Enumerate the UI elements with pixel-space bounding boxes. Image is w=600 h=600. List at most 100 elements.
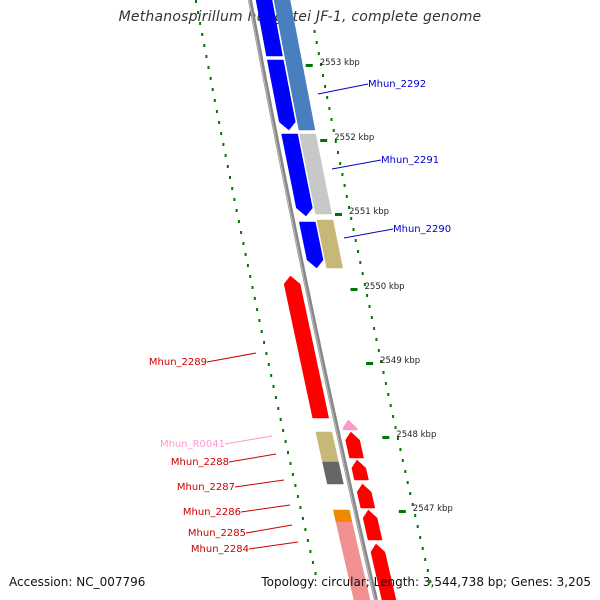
cog-feature-mhun-2285[interactable] xyxy=(335,521,359,551)
gene-label-mhun-2290[interactable]: Mhun_2290 xyxy=(393,224,451,235)
scale-dot xyxy=(337,151,339,154)
scale-dot xyxy=(211,88,214,91)
scale-dot xyxy=(396,437,399,440)
scale-dot xyxy=(253,297,256,300)
cds-feature-mhun-2286[interactable] xyxy=(356,483,376,509)
cog-feature-mhun-2288[interactable] xyxy=(315,431,339,463)
scale-dot xyxy=(256,308,259,311)
scale-dot xyxy=(392,415,395,418)
outer-dot-track-right xyxy=(313,30,432,583)
cog-feature-mhun-2287[interactable] xyxy=(322,461,344,485)
scale-dot xyxy=(240,231,243,234)
scale-tick xyxy=(320,139,328,142)
tick-label: 2550 kbp xyxy=(365,282,405,292)
scale-dot xyxy=(341,173,344,176)
scale-dot xyxy=(345,195,348,198)
scale-dot xyxy=(313,30,316,33)
cds-feature-mhun-2284[interactable] xyxy=(370,543,397,600)
outer-dot-track-left xyxy=(195,0,317,575)
scale-dot xyxy=(409,492,412,495)
cds-feature-mhun-2289[interactable] xyxy=(283,275,330,419)
scale-dot xyxy=(242,242,245,245)
scale-dot xyxy=(319,63,322,66)
scale-dot xyxy=(389,404,392,407)
scale-dot xyxy=(296,495,299,498)
scale-dot xyxy=(411,503,414,506)
scale-dot xyxy=(224,154,227,157)
scale-dot xyxy=(368,305,371,308)
gene-label-mhun-2287[interactable]: Mhun_2287 xyxy=(177,482,235,493)
leader-mhun-2287 xyxy=(234,479,285,488)
cog-feature-mhun-2290[interactable] xyxy=(316,219,344,269)
gene-label-mhun-2286[interactable]: Mhun_2286 xyxy=(183,507,241,518)
scale-dot xyxy=(328,107,331,110)
feature-track xyxy=(255,0,371,600)
cds-feature-mhun-2287[interactable] xyxy=(351,459,369,481)
scale-dot xyxy=(363,283,366,286)
scale-dot xyxy=(350,217,353,220)
tick-track: 2553 kbp 2552 kbp 2551 kbp 2550 kbp 2549 kbp… xyxy=(305,58,453,514)
cog-feature-mhun-2292[interactable] xyxy=(273,0,316,131)
gene-label-mhun-r0041[interactable]: Mhun_R0041 xyxy=(160,439,225,450)
label-leaders xyxy=(206,83,394,550)
scale-tick xyxy=(382,436,390,439)
scale-dot xyxy=(375,338,378,341)
scale-dot xyxy=(348,206,350,209)
scale-dot xyxy=(399,448,402,451)
scale-tick xyxy=(305,64,313,67)
gene-label-mhun-2292[interactable]: Mhun_2292 xyxy=(368,79,426,90)
scale-dot xyxy=(317,52,320,55)
cog-feature-mhun-2284[interactable] xyxy=(342,549,371,600)
scale-dot xyxy=(404,470,407,473)
scale-dot xyxy=(233,198,236,201)
scale-dot xyxy=(421,547,424,550)
gene-label-mhun-2285[interactable]: Mhun_2285 xyxy=(188,528,246,539)
cds-feature-mhun-2288[interactable] xyxy=(345,431,364,459)
tick-label: 2548 kbp xyxy=(396,430,436,440)
scale-dot xyxy=(370,316,373,319)
cds-feature-mhun-2292[interactable] xyxy=(266,59,296,131)
scale-dot xyxy=(377,349,380,352)
scale-dot xyxy=(235,209,238,212)
scale-dot xyxy=(382,371,385,374)
scale-dot xyxy=(249,275,252,278)
scale-dot xyxy=(339,162,342,165)
scale-dot xyxy=(330,118,333,121)
cds-feature-mhun-2292[interactable] xyxy=(255,0,283,57)
gene-label-mhun-2288[interactable]: Mhun_2288 xyxy=(171,457,229,468)
tick-label: 2551 kbp xyxy=(349,207,389,217)
leader-mhun-2292 xyxy=(317,83,369,95)
scale-dot xyxy=(244,253,247,256)
scale-dot xyxy=(387,393,390,396)
gene-label-mhun-2284[interactable]: Mhun_2284 xyxy=(191,544,249,555)
cds-feature-mhun-2290[interactable] xyxy=(298,221,324,269)
cds-feature-mhun-2285[interactable] xyxy=(362,509,383,541)
leader-mhun-2290 xyxy=(343,228,394,239)
cog-feature-mhun-2286[interactable] xyxy=(332,509,353,523)
scale-dot xyxy=(291,473,294,476)
gene-label-mhun-2291[interactable]: Mhun_2291 xyxy=(381,155,439,166)
scale-dot xyxy=(282,429,285,432)
scale-dot xyxy=(209,77,212,80)
scale-dot xyxy=(251,286,254,289)
scale-dot xyxy=(361,272,364,275)
scale-dot xyxy=(279,418,282,421)
gene-labels: Mhun_2292 Mhun_2291 Mhun_2290 Mhun_2289 Mhun… xyxy=(149,79,451,555)
scale-dot xyxy=(289,462,292,465)
gene-label-mhun-2289[interactable]: Mhun_2289 xyxy=(149,357,207,368)
scale-dot xyxy=(357,250,359,253)
scale-dot xyxy=(324,85,327,88)
scale-dot xyxy=(294,484,297,487)
genome-backbone xyxy=(248,0,378,600)
cds-feature-mhun-2291[interactable] xyxy=(281,133,313,217)
scale-tick xyxy=(366,362,374,365)
rna-feature-mhun-r0041[interactable] xyxy=(342,419,358,431)
scale-dot xyxy=(426,569,429,572)
scale-dot xyxy=(315,41,318,44)
scale-dot xyxy=(207,66,210,69)
genome-backbone-inner xyxy=(248,0,376,600)
scale-dot xyxy=(213,99,216,102)
scale-dot xyxy=(354,239,357,242)
cog-feature-mhun-2291[interactable] xyxy=(299,133,332,215)
